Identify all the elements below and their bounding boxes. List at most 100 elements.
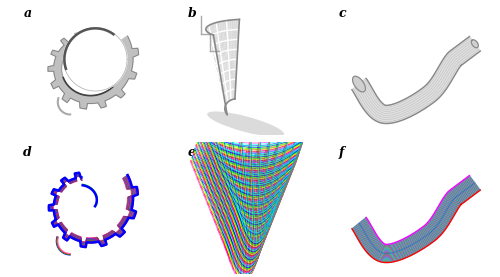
Polygon shape <box>219 82 220 84</box>
Polygon shape <box>208 40 209 43</box>
Polygon shape <box>224 102 225 105</box>
Polygon shape <box>228 28 230 30</box>
Polygon shape <box>211 40 212 42</box>
Polygon shape <box>223 94 224 96</box>
Polygon shape <box>229 69 230 71</box>
Polygon shape <box>227 91 228 94</box>
Polygon shape <box>226 96 228 98</box>
Polygon shape <box>211 24 212 26</box>
Polygon shape <box>216 70 217 73</box>
Polygon shape <box>220 86 221 88</box>
Polygon shape <box>208 26 209 28</box>
Polygon shape <box>210 50 212 52</box>
Polygon shape <box>237 22 240 24</box>
Polygon shape <box>219 67 220 70</box>
Polygon shape <box>217 72 218 75</box>
Polygon shape <box>212 40 214 43</box>
Polygon shape <box>212 43 214 46</box>
Polygon shape <box>207 34 208 37</box>
Polygon shape <box>217 43 218 46</box>
Polygon shape <box>222 99 223 102</box>
Polygon shape <box>225 90 226 93</box>
Polygon shape <box>219 79 220 81</box>
Polygon shape <box>230 85 232 88</box>
Polygon shape <box>212 44 214 47</box>
Polygon shape <box>222 100 223 102</box>
Polygon shape <box>216 35 217 38</box>
Polygon shape <box>216 74 217 77</box>
Polygon shape <box>228 88 230 91</box>
Polygon shape <box>216 62 217 65</box>
Polygon shape <box>234 52 236 54</box>
Polygon shape <box>230 65 231 67</box>
Polygon shape <box>207 33 208 35</box>
Polygon shape <box>210 41 212 43</box>
Polygon shape <box>224 33 225 35</box>
Polygon shape <box>225 50 226 52</box>
Polygon shape <box>228 57 230 59</box>
Polygon shape <box>222 93 224 96</box>
Polygon shape <box>228 61 230 63</box>
Polygon shape <box>206 30 207 33</box>
Polygon shape <box>214 54 215 57</box>
Polygon shape <box>215 65 216 67</box>
Polygon shape <box>219 85 220 87</box>
Polygon shape <box>212 44 213 47</box>
Polygon shape <box>220 64 221 67</box>
Polygon shape <box>233 40 235 42</box>
Polygon shape <box>234 75 235 77</box>
Polygon shape <box>208 33 210 35</box>
Polygon shape <box>215 67 216 70</box>
Polygon shape <box>227 98 228 101</box>
Polygon shape <box>220 59 222 62</box>
Polygon shape <box>228 32 230 35</box>
Polygon shape <box>213 60 214 63</box>
Polygon shape <box>208 38 210 40</box>
Polygon shape <box>216 70 218 72</box>
Polygon shape <box>224 108 225 110</box>
Polygon shape <box>213 58 214 60</box>
Polygon shape <box>219 80 220 83</box>
Polygon shape <box>233 65 234 67</box>
Polygon shape <box>218 81 219 83</box>
Polygon shape <box>222 90 224 93</box>
Polygon shape <box>233 54 234 57</box>
Polygon shape <box>220 90 221 93</box>
Polygon shape <box>233 60 234 63</box>
Polygon shape <box>220 86 221 89</box>
Polygon shape <box>236 38 238 40</box>
Polygon shape <box>222 67 223 70</box>
Polygon shape <box>226 85 227 88</box>
Polygon shape <box>226 76 227 79</box>
Polygon shape <box>221 87 222 89</box>
Polygon shape <box>216 55 218 57</box>
Polygon shape <box>232 38 234 40</box>
Polygon shape <box>218 63 219 65</box>
Polygon shape <box>218 81 220 84</box>
Polygon shape <box>207 33 208 36</box>
Polygon shape <box>214 34 216 36</box>
Polygon shape <box>218 50 220 52</box>
Polygon shape <box>218 73 220 75</box>
Polygon shape <box>233 79 234 81</box>
Polygon shape <box>214 54 216 56</box>
Polygon shape <box>222 86 223 88</box>
Polygon shape <box>214 38 215 41</box>
Polygon shape <box>223 99 224 102</box>
Polygon shape <box>211 47 212 49</box>
Polygon shape <box>222 35 224 38</box>
Polygon shape <box>214 47 215 50</box>
Polygon shape <box>224 84 226 86</box>
Polygon shape <box>222 88 224 90</box>
Polygon shape <box>222 98 223 100</box>
Polygon shape <box>230 88 231 90</box>
Polygon shape <box>218 69 220 72</box>
Polygon shape <box>218 81 219 84</box>
Polygon shape <box>236 62 237 64</box>
Polygon shape <box>230 42 232 45</box>
Polygon shape <box>222 94 223 97</box>
Polygon shape <box>214 36 216 38</box>
Polygon shape <box>236 64 237 66</box>
Polygon shape <box>226 35 228 37</box>
Polygon shape <box>224 45 226 48</box>
